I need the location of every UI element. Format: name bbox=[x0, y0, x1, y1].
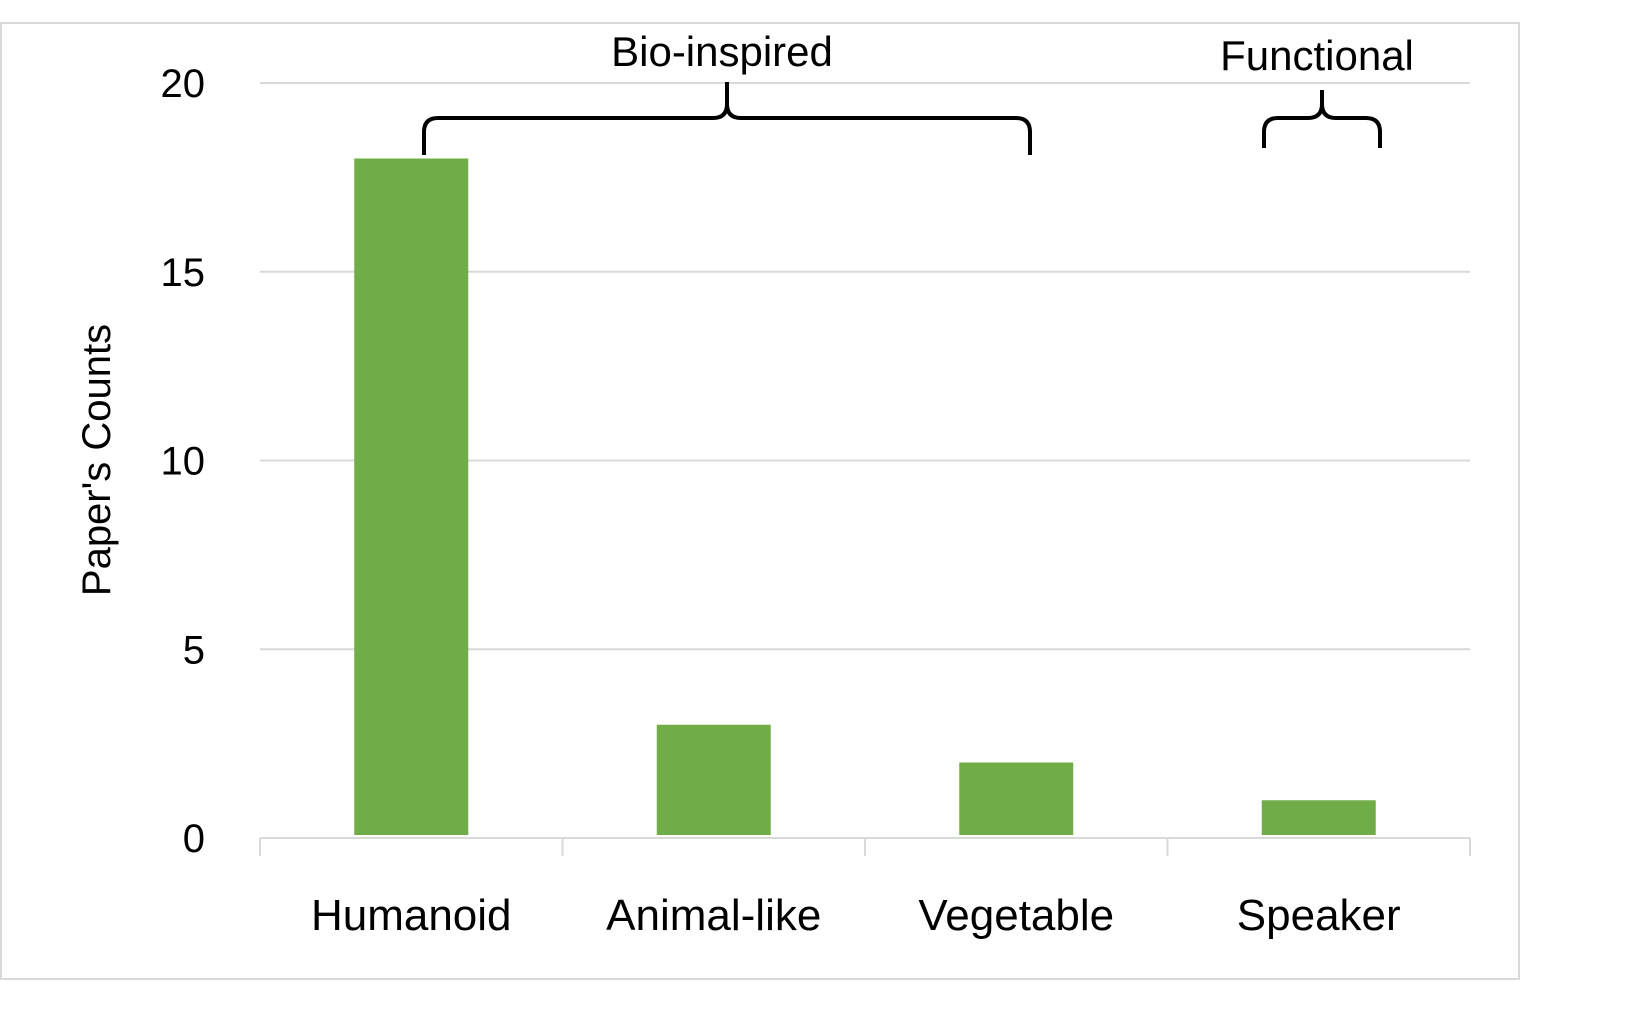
x-tick-label: Animal-like bbox=[606, 891, 821, 940]
bar-animal-like bbox=[656, 724, 771, 835]
x-axis bbox=[259, 837, 1471, 856]
y-tick-label: 20 bbox=[161, 62, 206, 106]
y-tick-label: 10 bbox=[161, 440, 206, 484]
y-tick-labels: 0 5 10 15 20 bbox=[161, 62, 206, 861]
bar-humanoid bbox=[354, 158, 469, 835]
group-label: Bio-inspired bbox=[611, 28, 833, 75]
y-axis-label: Paper's Counts bbox=[75, 324, 119, 596]
group-brackets: Bio-inspired Functional bbox=[422, 28, 1414, 155]
category-labels: Humanoid Animal-like Vegetable Speaker bbox=[311, 891, 1401, 940]
group-bracket-bio-inspired bbox=[422, 82, 1032, 155]
bars bbox=[354, 158, 1376, 835]
y-tick-label: 15 bbox=[161, 251, 206, 295]
y-tick-label: 0 bbox=[183, 817, 205, 861]
x-tick-label: Humanoid bbox=[311, 891, 512, 940]
bar-vegetable bbox=[959, 762, 1074, 835]
x-tick-label: Speaker bbox=[1237, 891, 1401, 940]
x-tick-label: Vegetable bbox=[918, 891, 1114, 940]
group-bracket-functional bbox=[1262, 90, 1382, 148]
y-tick-label: 5 bbox=[183, 628, 205, 672]
group-label: Functional bbox=[1220, 32, 1414, 79]
bar-speaker bbox=[1261, 800, 1376, 835]
